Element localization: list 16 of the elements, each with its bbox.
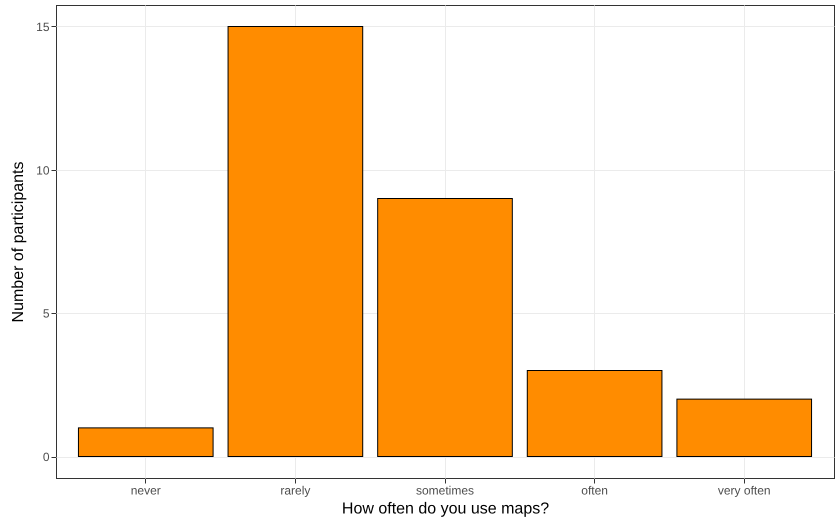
bar bbox=[526, 370, 662, 457]
x-tick-label: often bbox=[581, 484, 608, 498]
y-tick-label: 0 bbox=[42, 450, 50, 464]
y-axis-title: Number of participants bbox=[10, 162, 28, 322]
x-tick-label: very often bbox=[718, 484, 771, 498]
bar bbox=[377, 198, 513, 457]
bar bbox=[228, 26, 364, 457]
y-tick-label: 15 bbox=[36, 20, 50, 34]
x-tick-label: never bbox=[130, 484, 161, 498]
bar bbox=[676, 398, 812, 457]
x-axis-title: How often do you use maps? bbox=[342, 500, 550, 518]
x-tick-label: rarely bbox=[280, 484, 310, 498]
x-tick-label: sometimes bbox=[416, 484, 474, 498]
y-tick-label: 5 bbox=[42, 306, 50, 321]
y-tick-label: 10 bbox=[36, 163, 50, 178]
bar bbox=[78, 427, 214, 457]
